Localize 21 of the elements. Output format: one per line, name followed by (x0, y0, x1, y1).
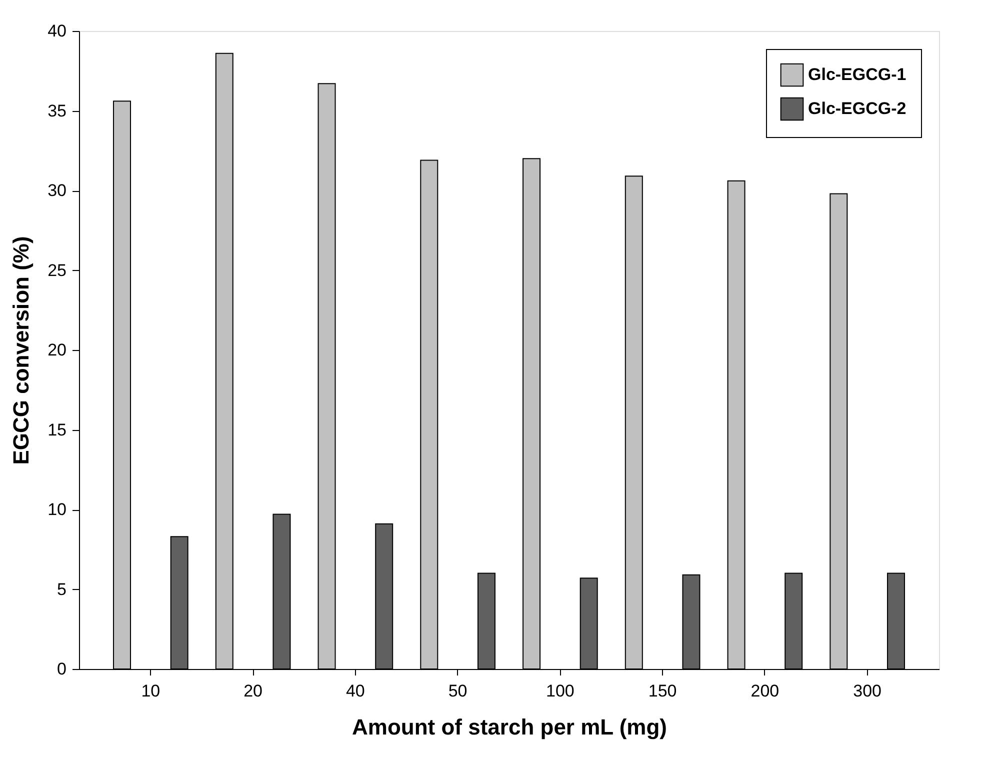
y-axis-title: EGCG conversion (%) (8, 236, 34, 465)
x-axis-title: Amount of starch per mL (mg) (352, 714, 667, 740)
x-tick-label: 200 (750, 682, 780, 700)
y-tick-label: 10 (48, 500, 66, 519)
x-tick-label: 40 (346, 682, 365, 700)
y-tick-label: 15 (48, 420, 66, 440)
x-tick-label: 300 (853, 682, 882, 700)
y-tick-label: 25 (48, 260, 66, 280)
y-tick-label: 35 (48, 101, 66, 120)
y-tick-label: 20 (48, 340, 66, 360)
x-tick-label: 100 (546, 682, 574, 700)
y-tick-label: 40 (48, 22, 66, 40)
x-tick-label: 10 (141, 682, 160, 700)
x-tick-label: 20 (244, 682, 263, 700)
x-tick-label: 150 (648, 682, 677, 700)
y-tick-label: 0 (57, 660, 66, 678)
legend-label: Glc-EGCG-2 (808, 99, 906, 118)
legend-label: Glc-EGCG-1 (808, 65, 906, 84)
x-tick-label: 50 (448, 682, 468, 700)
y-tick-label: 5 (57, 580, 66, 599)
y-tick-label: 30 (48, 181, 66, 200)
